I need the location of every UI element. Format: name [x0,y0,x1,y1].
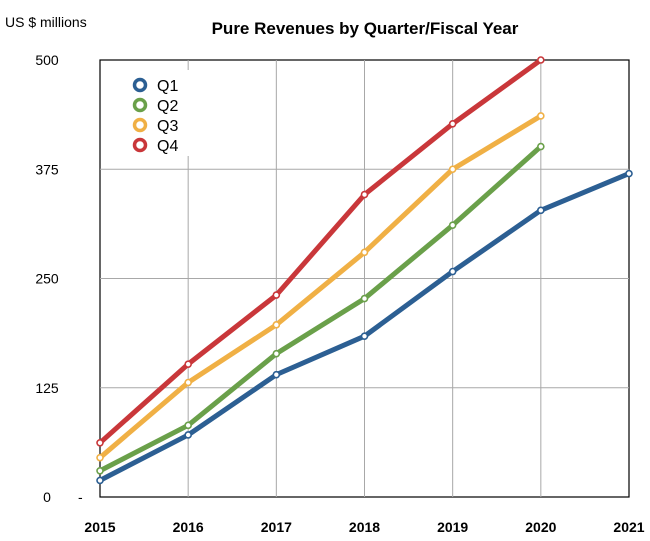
point-q3-2015 [96,453,104,462]
point-q2-2019 [448,221,457,229]
legend-label-q1: Q1 [157,78,178,95]
legend-marker-q3 [132,117,148,133]
x-tick-2017: 2017 [261,519,292,535]
point-q4-2015 [96,439,104,447]
point-q3-2018 [360,248,369,257]
legend-background [118,70,192,156]
point-q4-2019 [448,120,457,128]
point-q4-2020 [537,56,545,64]
point-q3-2016 [184,378,192,387]
series-line-q3 [97,113,544,461]
point-q2-2017 [272,349,281,358]
legend-label-q2: Q2 [157,98,178,115]
x-tick-2015: 2015 [84,519,115,535]
y-axis-label: US $ millions [5,14,87,30]
point-q2-2015 [96,466,104,475]
y-tick-250: 250 [35,271,59,287]
point-q1-2020 [537,206,545,215]
point-q1-2021 [625,169,633,178]
series-line-q2 [97,144,544,474]
y-tick-125: 125 [35,380,59,396]
x-tick-2016: 2016 [173,519,204,535]
point-q1-2018 [360,332,369,340]
point-q1-2015 [96,476,104,485]
legend-marker-q2 [132,97,148,113]
point-q4-2016 [184,360,192,368]
point-q2-2020 [537,142,545,151]
point-q2-2018 [360,294,369,303]
legend-label-q3: Q3 [157,118,178,135]
point-q2-2016 [184,421,192,430]
x-tick-2021: 2021 [613,519,644,535]
point-q1-2017 [272,370,281,379]
point-q3-2017 [272,321,281,329]
point-q3-2020 [537,112,545,120]
point-q1-2019 [448,267,457,276]
y-tick-375: 375 [35,161,59,177]
x-tick-2018: 2018 [349,519,380,535]
point-q4-2017 [272,291,281,299]
point-q4-2018 [360,190,369,199]
y-tick-0: 0 [43,489,51,505]
legend-marker-q4 [132,137,148,153]
x-axis-start-marker: - [78,489,83,505]
series-lines [96,56,633,485]
legend-label-q4: Q4 [157,138,178,155]
point-q1-2016 [184,431,192,439]
legend-marker-q1 [132,77,148,93]
series-line-q4 [97,57,544,446]
y-tick-500: 500 [35,52,59,68]
x-tick-labels: 2015 2016 2017 2018 2019 2020 2021 [84,519,644,535]
chart-title: Pure Revenues by Quarter/Fiscal Year [212,19,519,38]
point-q3-2019 [448,165,457,174]
legend: Q1 Q2 Q3 Q4 [118,70,192,156]
y-tick-labels: 0 125 250 375 500 [35,52,59,505]
x-tick-2019: 2019 [437,519,468,535]
x-tick-2020: 2020 [525,519,556,535]
